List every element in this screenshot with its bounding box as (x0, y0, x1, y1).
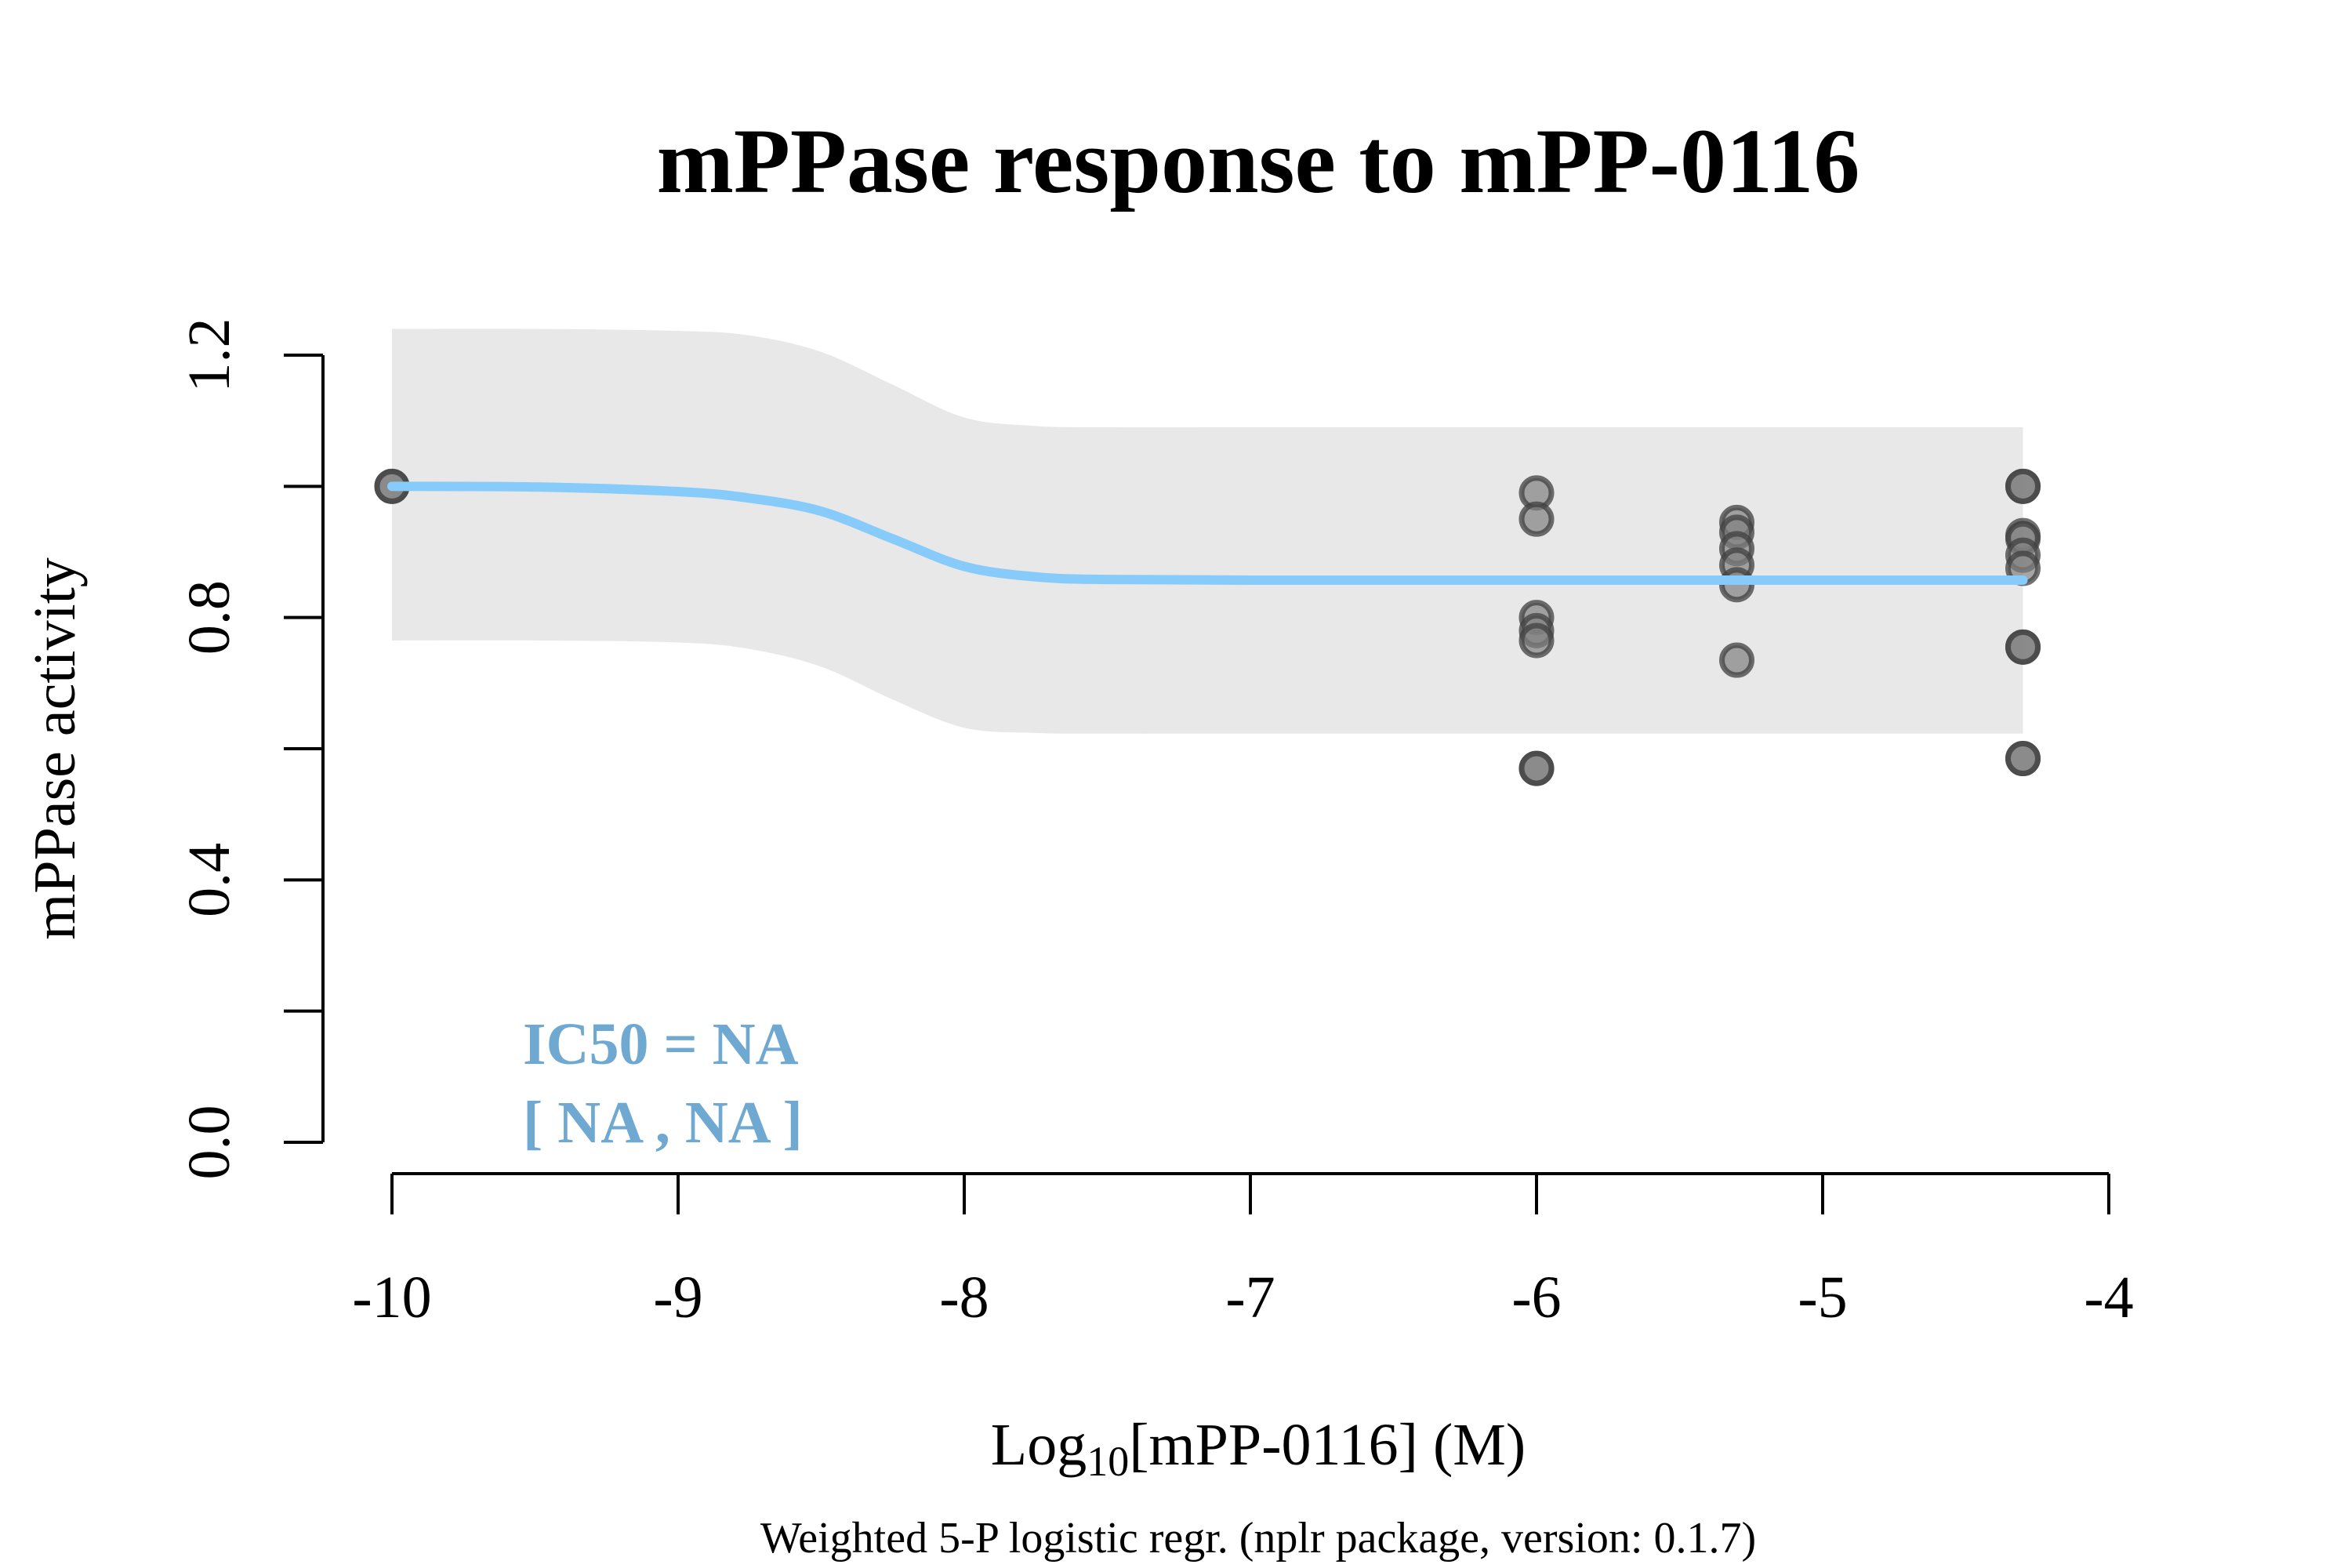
y-tick-label: 1.2 (176, 318, 242, 393)
x-tick-label: -8 (939, 1265, 989, 1330)
ic50-interval: [ NA , NA ] (523, 1090, 803, 1156)
x-tick-label: -6 (1511, 1265, 1561, 1330)
x-tick-label: -9 (653, 1265, 702, 1330)
x-tick-label: -4 (2084, 1265, 2133, 1330)
y-tick-label: 0.8 (176, 580, 242, 655)
y-axis: 0.0 0.4 0.8 1.2 (176, 318, 325, 1180)
x-tick-label: -5 (1798, 1265, 1847, 1330)
plot-area (374, 328, 2041, 786)
ic50-value: IC50 = NA (523, 1011, 799, 1077)
data-point (2005, 741, 2041, 777)
confidence-band (392, 328, 2023, 734)
y-axis-label: mPPase activity (22, 557, 88, 940)
chart-title: mPPase response to mPP-0116 (657, 110, 1860, 212)
x-axis-label-rest: [mPP-0116] (M) (1129, 1412, 1526, 1478)
y-tick-label: 0.4 (176, 843, 242, 917)
data-point (2005, 468, 2041, 504)
data-point (1518, 622, 1555, 659)
fit-curve (387, 481, 2028, 586)
data-point (1518, 501, 1555, 537)
data-point (1719, 642, 1754, 678)
data-point (1518, 750, 1555, 786)
x-tick-label: -10 (352, 1265, 431, 1330)
data-point (2005, 629, 2041, 665)
x-axis-label-main: Log (991, 1412, 1087, 1478)
x-axis: -10 -9 -8 -7 -6 -5 -4 (352, 1172, 2134, 1330)
x-axis-label-subscript: 10 (1087, 1438, 1129, 1485)
x-tick-label: -7 (1225, 1265, 1275, 1330)
x-axis-label: Log10[mPP-0116] (M) (991, 1412, 1526, 1485)
y-tick-label: 0.0 (176, 1105, 242, 1180)
footnote: Weighted 5-P logistic regr. (nplr packag… (760, 1514, 1756, 1563)
